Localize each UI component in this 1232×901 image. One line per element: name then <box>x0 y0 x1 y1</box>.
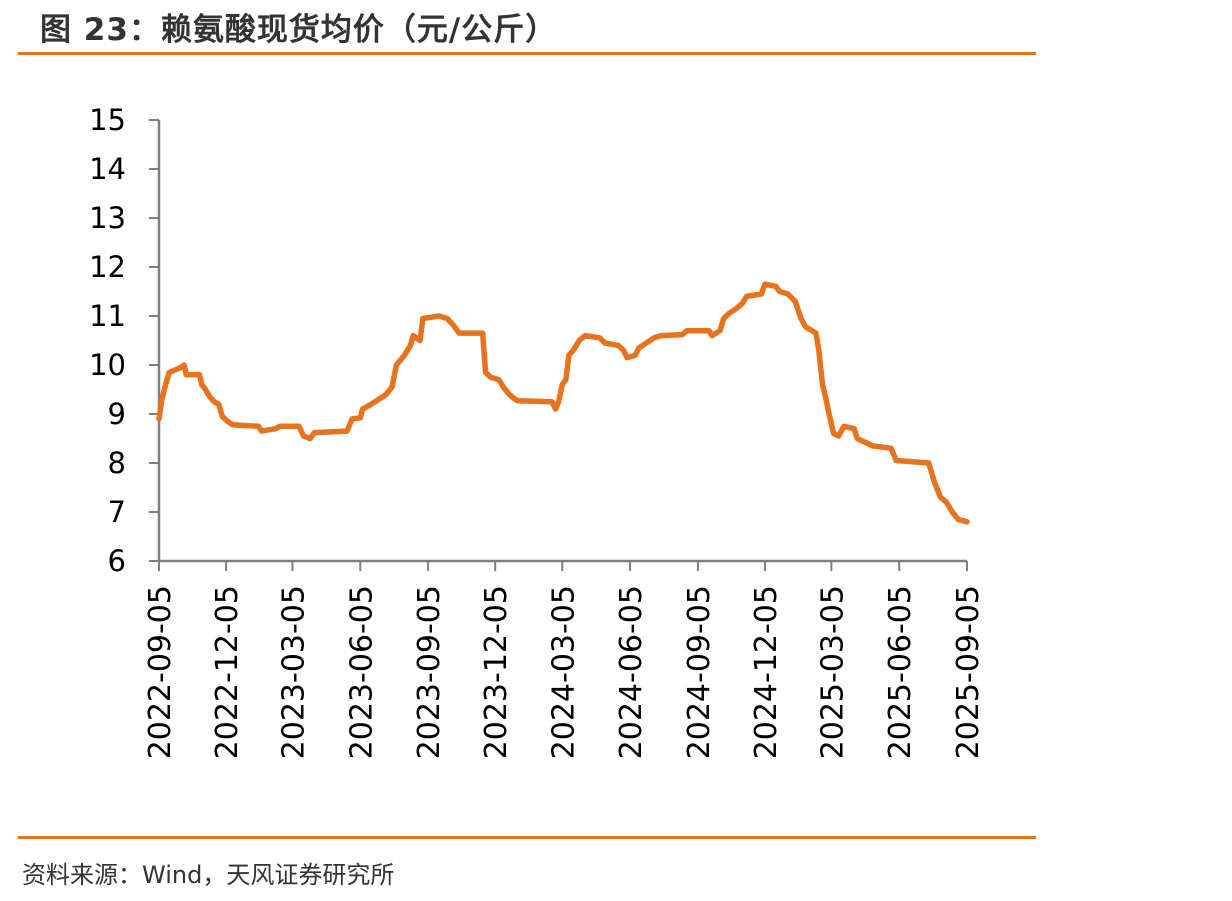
x-tick-label: 2023-12-05 <box>479 585 514 759</box>
x-tick-label: 2023-09-05 <box>412 585 447 759</box>
x-tick-label: 2023-06-05 <box>344 585 379 759</box>
y-tick-label: 10 <box>89 348 126 382</box>
y-axis: 6 7 8 9 10 11 12 13 14 15 <box>89 103 161 578</box>
x-tick-label: 2025-06-05 <box>883 585 918 759</box>
y-tick-label: 7 <box>108 495 126 529</box>
x-tick-label: 2025-03-05 <box>815 585 850 759</box>
x-tick-label: 2022-12-05 <box>210 585 245 759</box>
series-layer <box>156 281 970 525</box>
x-tick-label: 2024-06-05 <box>614 585 649 759</box>
bottom-rule <box>18 836 1036 839</box>
x-tick-label: 2024-03-05 <box>546 585 581 759</box>
y-tick-label: 13 <box>89 201 126 235</box>
y-tick-label: 9 <box>108 397 126 431</box>
x-tick-label: 2022-09-05 <box>143 585 178 759</box>
y-tick-label: 15 <box>89 103 126 137</box>
chart-title: 图 23：赖氨酸现货均价（元/公斤） <box>40 12 558 48</box>
top-rule <box>18 52 1036 55</box>
source-note: 资料来源：Wind，天风证券研究所 <box>22 861 395 889</box>
price-series-line <box>156 281 970 525</box>
x-tick-label: 2024-12-05 <box>749 585 784 759</box>
y-tick-label: 6 <box>108 544 126 578</box>
y-tick-label: 12 <box>89 250 126 284</box>
x-tick-label: 2025-09-05 <box>951 585 986 759</box>
x-tick-label: 2023-03-05 <box>276 585 311 759</box>
y-tick-label: 14 <box>89 152 126 186</box>
x-axis: 2022-09-05 2022-12-05 2023-03-05 2023-06-05… <box>143 559 986 759</box>
y-tick-label: 8 <box>108 446 126 480</box>
x-tick-label: 2024-09-05 <box>682 585 717 759</box>
y-tick-label: 11 <box>89 299 126 333</box>
